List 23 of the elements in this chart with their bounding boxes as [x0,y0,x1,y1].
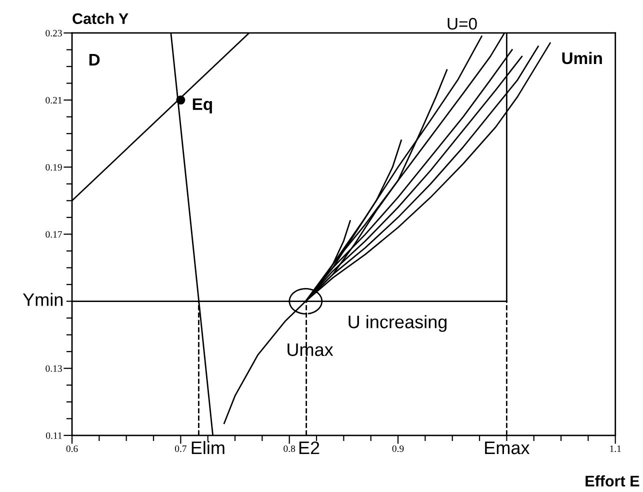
annotation: Elim [192,440,224,454]
y-tick-label: 0.19 [46,164,62,171]
y-tick-label: 0.13 [46,365,62,372]
annotation: U increasing [348,315,447,332]
chart-title: Catch Y [72,12,128,24]
annotation: U=0 [448,18,477,30]
y-tick-label: 0.21 [46,96,62,104]
annotation: Emax [485,442,530,454]
x-tick-label: 1.1 [610,445,621,452]
annotation: E2 [299,441,320,454]
y-tick-label: 0.17 [46,231,62,238]
y-tick-label: 0.23 [46,30,62,36]
x-axis-title: Effort E [586,475,640,487]
annotation: D [89,54,100,66]
x-tick-label: 0.9 [392,445,404,452]
annotation: Eq [192,98,212,114]
x-tick-label: 0.6 [66,445,78,452]
annotation: Umax [288,344,334,356]
annotation: Ymin [22,292,63,306]
y-tick-label: 0.11 [46,432,62,439]
x-tick-label: 0.7 [174,445,186,452]
annotation: Umin [562,52,602,64]
x-tick-label: 0.8 [284,445,296,452]
